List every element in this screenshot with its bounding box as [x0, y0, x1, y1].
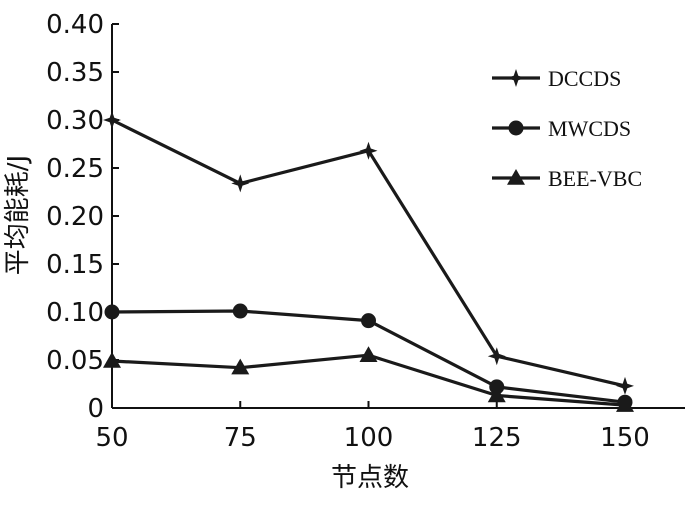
y-tick-label: 0 [87, 394, 104, 424]
series-bee-vbc [103, 346, 634, 412]
y-tick-label: 0.35 [46, 58, 104, 88]
data-point-star [103, 111, 121, 129]
series-line [111, 353, 626, 407]
data-point-circle [361, 313, 376, 329]
legend: DCCDS MWCDS BEE-VBC [492, 66, 642, 191]
data-point-triangle [616, 396, 634, 412]
y-axis-title: 平均能耗/J [3, 155, 33, 275]
series-layer [103, 111, 634, 412]
series-dccds [103, 111, 634, 395]
data-point-star [231, 174, 250, 193]
data-point-triangle [487, 386, 506, 403]
x-tick-label: 100 [344, 423, 394, 453]
data-point-star [507, 69, 525, 87]
y-tick-label: 0.10 [46, 298, 104, 328]
x-tick-label: 125 [472, 423, 522, 453]
legend-item-bee-vbc: BEE-VBC [492, 166, 642, 191]
legend-item-dccds: DCCDS [492, 66, 621, 91]
legend-label: BEE-VBC [548, 166, 642, 191]
y-tick-label: 0.20 [46, 202, 104, 232]
data-point-triangle [231, 358, 250, 375]
x-tick-label: 50 [95, 423, 128, 453]
legend-label: MWCDS [548, 116, 631, 141]
ticks: 0 0.05 0.10 0.15 0.20 0.25 0.30 0.35 0.40 50 75 100… [46, 10, 650, 453]
data-point-star [359, 141, 378, 160]
series-line [111, 118, 626, 388]
x-tick-label: 150 [600, 423, 650, 453]
data-point-circle [508, 120, 524, 136]
x-tick-label: 75 [224, 423, 257, 453]
data-point-triangle [103, 351, 121, 368]
legend-label: DCCDS [548, 66, 621, 91]
x-axis-title: 节点数 [331, 463, 409, 493]
y-tick-label: 0.05 [46, 346, 104, 376]
data-point-star [487, 347, 506, 366]
data-point-star [616, 376, 634, 395]
y-tick-label: 0.30 [46, 106, 104, 136]
y-tick-label: 0.15 [46, 250, 104, 280]
legend-item-mwcds: MWCDS [492, 116, 631, 141]
y-tick-label: 0.40 [46, 10, 104, 40]
data-point-circle [232, 303, 248, 319]
data-point-circle [104, 304, 120, 320]
data-point-triangle [507, 169, 525, 185]
y-tick-label: 0.25 [46, 154, 104, 184]
data-point-triangle [359, 346, 378, 362]
